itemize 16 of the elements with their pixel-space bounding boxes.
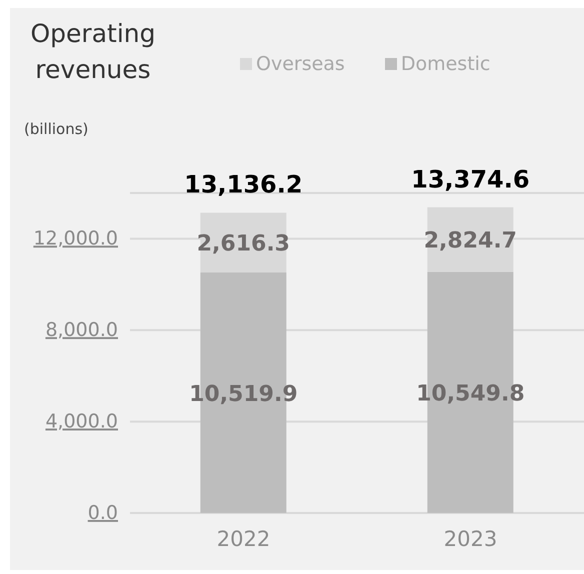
- data-label: 2,824.7: [424, 228, 518, 254]
- y-tick-label: 8,000.0: [45, 319, 118, 342]
- data-label: 10,549.8: [416, 381, 525, 406]
- data-label: 10,519.9: [189, 382, 298, 407]
- y-tick-label: 0.0: [88, 502, 118, 524]
- total-label: 13,136.2: [184, 170, 303, 199]
- legend-label: Overseas: [255, 53, 345, 75]
- y-axis-title: (billions): [24, 120, 88, 138]
- legend-label: Domestic: [400, 53, 490, 75]
- x-tick-label: 2022: [216, 526, 270, 551]
- data-label: 2,616.3: [196, 232, 290, 257]
- x-tick-label: 2023: [444, 526, 498, 551]
- y-tick-label: 12,000.0: [33, 228, 118, 250]
- total-label: 13,374.6: [411, 165, 530, 194]
- y-tick-label: 4,000.0: [45, 410, 118, 433]
- chart-title: Operating revenues: [30, 18, 156, 86]
